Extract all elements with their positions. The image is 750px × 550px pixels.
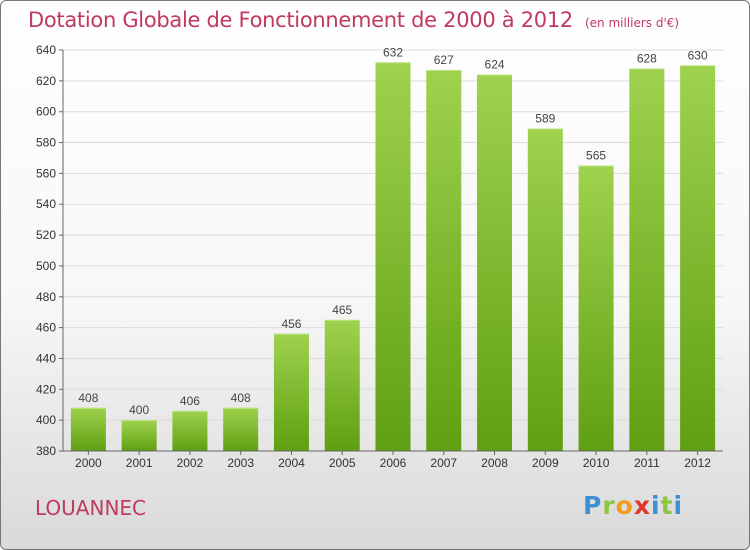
y-tick-label: 480 bbox=[36, 290, 56, 304]
bar-2004 bbox=[273, 333, 309, 451]
chart-title-text: Dotation Globale de Fonctionnement de 20… bbox=[28, 8, 573, 32]
data-label-2009: 589 bbox=[535, 112, 555, 126]
x-tick-label-2010: 2010 bbox=[583, 456, 610, 470]
y-axis: 380 400 420 440 460 480 500 520 540 560 580 600 620 6… bbox=[36, 43, 64, 458]
bar-2006 bbox=[375, 62, 411, 451]
data-label-2012: 630 bbox=[688, 48, 708, 62]
x-tick-label-2003: 2003 bbox=[227, 456, 254, 470]
bar-2012 bbox=[680, 65, 716, 451]
data-label-2011: 628 bbox=[637, 52, 657, 66]
bar-2001 bbox=[121, 420, 157, 451]
x-tick-label-2006: 2006 bbox=[380, 456, 407, 470]
data-label-2001: 400 bbox=[129, 403, 149, 417]
y-tick-label: 500 bbox=[36, 259, 56, 273]
x-tick-label-2002: 2002 bbox=[177, 456, 204, 470]
y-tick-label: 420 bbox=[36, 382, 56, 396]
proxiti-logo: Proxiti bbox=[583, 491, 684, 520]
data-label-2002: 406 bbox=[180, 394, 200, 408]
bar-2010 bbox=[578, 165, 614, 451]
x-tick-label-2005: 2005 bbox=[329, 456, 356, 470]
y-tick-label: 640 bbox=[36, 43, 56, 57]
y-tick-label: 400 bbox=[36, 413, 56, 427]
x-tick-label-2004: 2004 bbox=[278, 456, 305, 470]
data-label-2006: 632 bbox=[383, 45, 403, 59]
y-tick-label: 380 bbox=[36, 444, 56, 458]
y-tick-label: 580 bbox=[36, 136, 56, 150]
y-tick-label: 560 bbox=[36, 166, 56, 180]
data-label-2008: 624 bbox=[485, 58, 505, 72]
chart-subtitle: (en milliers d'€) bbox=[584, 16, 680, 30]
bar-2000 bbox=[70, 407, 106, 451]
data-label-2010: 565 bbox=[586, 149, 606, 163]
y-tick-label: 540 bbox=[36, 197, 56, 211]
data-label-2003: 408 bbox=[231, 391, 251, 405]
y-tick-label: 600 bbox=[36, 105, 56, 119]
data-label-2007: 627 bbox=[434, 53, 454, 67]
bar-2008 bbox=[477, 74, 513, 451]
x-axis: 2000 2001 2002 2003 2004 2005 2006 2007 2008 2009… bbox=[63, 450, 723, 470]
bar-2009 bbox=[527, 128, 563, 451]
y-tick-label: 620 bbox=[36, 74, 56, 88]
x-tick-label-2008: 2008 bbox=[481, 456, 508, 470]
x-tick-label-2000: 2000 bbox=[75, 456, 102, 470]
data-label-2005: 465 bbox=[332, 303, 352, 317]
bar-2007 bbox=[426, 70, 462, 452]
data-label-2004: 456 bbox=[281, 317, 301, 331]
chart-title: Dotation Globale de Fonctionnement de 20… bbox=[28, 8, 679, 32]
bars-group bbox=[70, 62, 716, 452]
bar-2005 bbox=[324, 319, 360, 451]
x-tick-label-2011: 2011 bbox=[634, 456, 660, 470]
city-name: LOUANNEC bbox=[35, 496, 147, 520]
x-tick-label-2009: 2009 bbox=[532, 456, 559, 470]
bar-2002 bbox=[172, 410, 208, 451]
bar-2003 bbox=[223, 407, 259, 451]
y-tick-label: 440 bbox=[36, 351, 56, 365]
data-label-2000: 408 bbox=[78, 391, 98, 405]
x-tick-label-2012: 2012 bbox=[684, 456, 711, 470]
y-tick-label: 460 bbox=[36, 321, 56, 335]
x-tick-label-2007: 2007 bbox=[430, 456, 457, 470]
bar-2011 bbox=[629, 68, 665, 451]
data-labels: 408 400 406 408 456 465 632 627 624 589 565 628 630 bbox=[78, 45, 708, 417]
x-tick-label-2001: 2001 bbox=[126, 456, 153, 470]
y-tick-label: 520 bbox=[36, 228, 56, 242]
